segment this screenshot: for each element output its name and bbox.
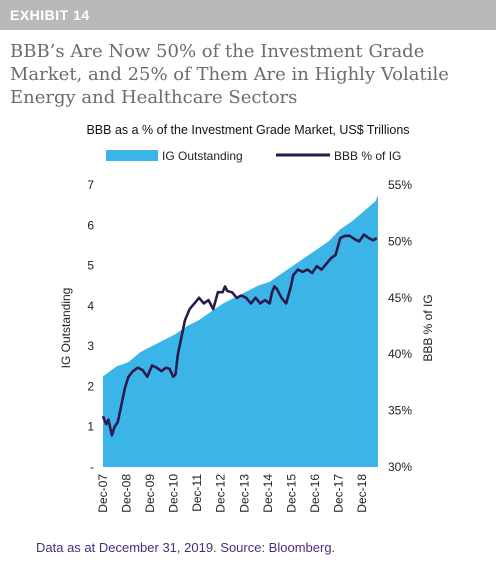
x-tick-label: Dec-14 (261, 474, 275, 513)
headline: BBB’s Are Now 50% of the Investment Grad… (10, 41, 449, 108)
y-left-tick-label: 6 (87, 218, 94, 232)
legend-swatch-area (106, 150, 158, 161)
x-tick-label: Dec-15 (284, 474, 298, 513)
chart-title: BBB as a % of the Investment Grade Marke… (86, 123, 409, 137)
x-tick-label: Dec-12 (214, 474, 228, 513)
y-left-tick-label: 4 (87, 299, 94, 313)
y-left-tick-label: - (90, 460, 94, 474)
y-left-tick-label: 5 (87, 259, 94, 273)
ig-outstanding-area (103, 195, 378, 467)
legend-label-line: BBB % of IG (334, 149, 401, 163)
y-right-axis-title: BBB % of IG (421, 294, 435, 361)
x-tick-label: Dec-17 (331, 474, 345, 513)
y-right-tick-label: 35% (388, 404, 412, 418)
x-tick-label: Dec-16 (308, 474, 322, 513)
bbb-pct-line (101, 233, 378, 437)
y-right-tick-label: 30% (388, 460, 412, 474)
x-tick-label: Dec-07 (96, 474, 110, 513)
legend: IG Outstanding BBB % of IG (106, 149, 401, 163)
plot-area: - 1 2 3 4 5 6 7 30% 35% 40% 45% 50% 55% Dec-07 Dec-08 De… (87, 178, 412, 513)
y-left-tick-label: 3 (87, 339, 94, 353)
x-tick-label: Dec-09 (143, 474, 157, 513)
exhibit-header-bar: EXHIBIT 14 (0, 0, 496, 30)
x-tick-label: Dec-11 (190, 474, 204, 512)
footnote: Data as at December 31, 2019. Source: Bl… (36, 540, 336, 555)
x-tick-label: Dec-18 (355, 474, 369, 513)
legend-label-area: IG Outstanding (162, 149, 243, 163)
y-left-tick-label: 2 (87, 379, 94, 393)
exhibit-label: EXHIBIT 14 (10, 7, 90, 23)
y-left-tick-label: 1 (87, 420, 94, 434)
x-tick-label: Dec-10 (167, 474, 181, 513)
y-right-tick-label: 55% (388, 178, 412, 192)
y-right-tick-label: 45% (388, 291, 412, 305)
y-left-tick-label: 7 (87, 178, 94, 192)
y-right-tick-label: 40% (388, 347, 412, 361)
x-tick-label: Dec-13 (237, 474, 251, 513)
y-right-tick-label: 50% (388, 234, 412, 248)
y-left-axis-title: IG Outstanding (59, 288, 73, 369)
x-tick-label: Dec-08 (120, 474, 134, 513)
